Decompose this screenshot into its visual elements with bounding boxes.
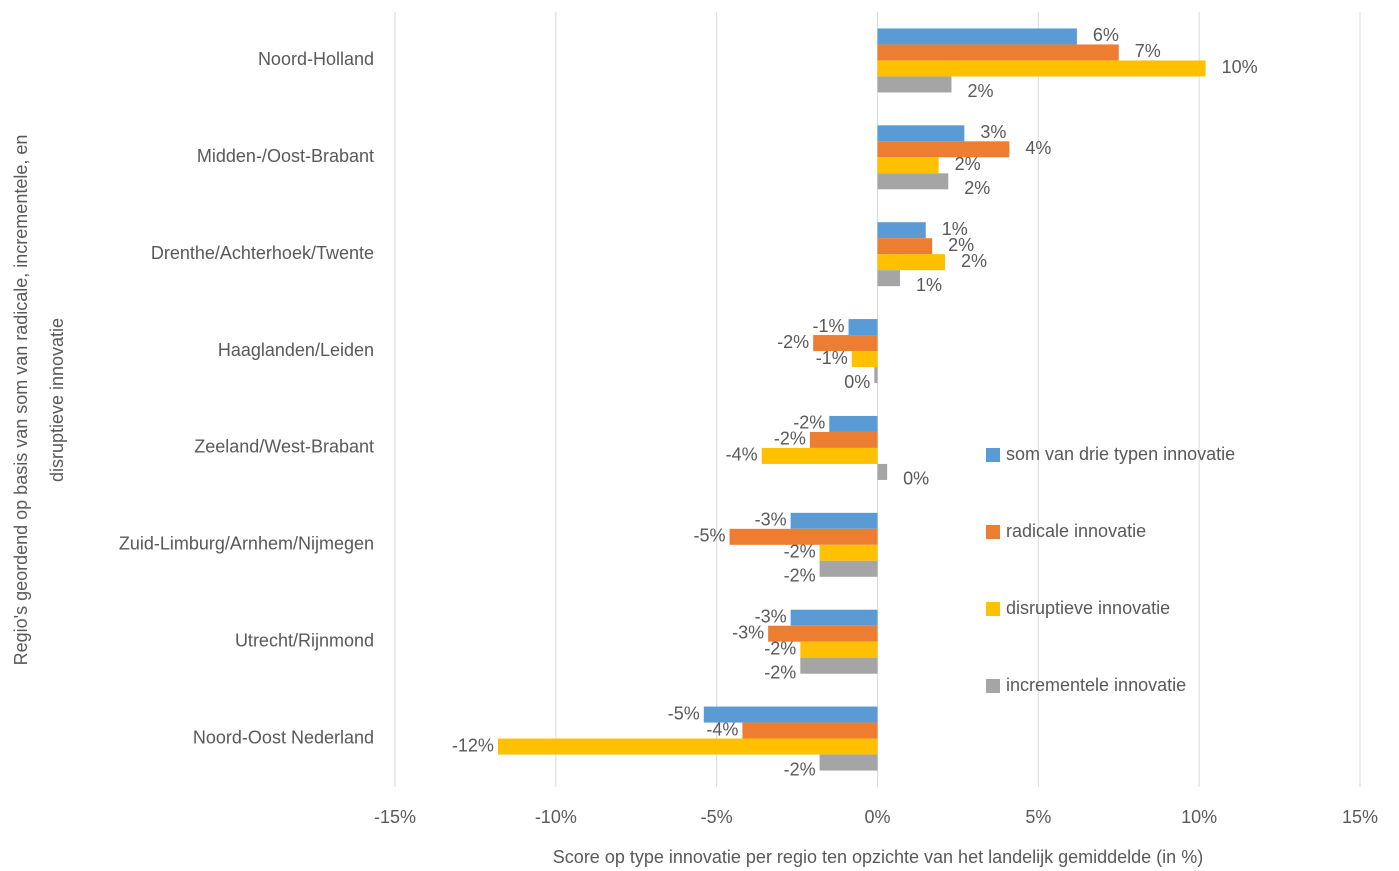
data-label: -4% bbox=[706, 719, 738, 739]
bar bbox=[497, 738, 878, 755]
legend-swatch bbox=[986, 448, 1000, 462]
data-label: -1% bbox=[813, 316, 845, 336]
bar bbox=[877, 60, 1206, 77]
data-label: -2% bbox=[764, 662, 796, 682]
bar bbox=[877, 463, 888, 480]
bar bbox=[877, 141, 1010, 158]
data-label: 6% bbox=[1093, 25, 1119, 45]
bar bbox=[877, 270, 901, 287]
legend-label: som van drie typen innovatie bbox=[1006, 444, 1235, 464]
bar bbox=[790, 512, 878, 529]
bar bbox=[768, 625, 878, 642]
data-label: -2% bbox=[784, 566, 816, 586]
legend-swatch bbox=[986, 679, 1000, 693]
x-tick-label: 0% bbox=[864, 807, 890, 827]
data-label: -3% bbox=[755, 606, 787, 626]
bar bbox=[813, 335, 878, 352]
bar bbox=[819, 544, 878, 561]
bar bbox=[761, 447, 878, 464]
data-label: 2% bbox=[955, 154, 981, 174]
data-label: -3% bbox=[732, 622, 764, 642]
bar bbox=[877, 76, 952, 93]
y-tick-label: Noord-Holland bbox=[258, 49, 374, 69]
bar bbox=[877, 254, 946, 271]
x-tick-label: -10% bbox=[535, 807, 577, 827]
bar bbox=[877, 125, 965, 142]
bar bbox=[790, 609, 878, 626]
data-label: 1% bbox=[916, 275, 942, 295]
bar bbox=[877, 173, 949, 190]
x-tick-label: -15% bbox=[374, 807, 416, 827]
data-label: -5% bbox=[694, 526, 726, 546]
data-label: 1% bbox=[942, 219, 968, 239]
bar bbox=[809, 431, 878, 448]
bar bbox=[800, 657, 878, 674]
data-label: -2% bbox=[777, 332, 809, 352]
data-label: 7% bbox=[1135, 41, 1161, 61]
y-axis-title: disruptieve innovatie bbox=[47, 318, 67, 482]
y-tick-label: Drenthe/Achterhoek/Twente bbox=[151, 243, 374, 263]
bar bbox=[800, 641, 878, 658]
data-label: -1% bbox=[816, 348, 848, 368]
data-label: -4% bbox=[726, 445, 758, 465]
bar bbox=[819, 754, 878, 771]
data-label: 4% bbox=[1025, 138, 1051, 158]
y-tick-label: Zuid-Limburg/Arnhem/Nijmegen bbox=[119, 534, 374, 554]
legend-label: incrementele innovatie bbox=[1006, 675, 1186, 695]
data-label: 2% bbox=[961, 251, 987, 271]
y-axis-title: Regio's geordend op basis van som van ra… bbox=[11, 135, 31, 666]
bar bbox=[742, 722, 878, 739]
data-label: 10% bbox=[1222, 57, 1258, 77]
x-tick-label: 15% bbox=[1342, 807, 1378, 827]
data-label: 2% bbox=[964, 178, 990, 198]
y-tick-label: Haaglanden/Leiden bbox=[218, 340, 374, 360]
data-label: -12% bbox=[452, 735, 494, 755]
bar bbox=[819, 560, 878, 577]
bar bbox=[851, 351, 878, 368]
data-label: -2% bbox=[793, 413, 825, 433]
legend-swatch bbox=[986, 602, 1000, 616]
x-tick-label: 5% bbox=[1025, 807, 1051, 827]
y-tick-label: Zeeland/West-Brabant bbox=[194, 437, 374, 457]
data-label: -3% bbox=[755, 510, 787, 530]
data-label: 0% bbox=[844, 372, 870, 392]
data-label: 2% bbox=[967, 81, 993, 101]
data-label: -2% bbox=[784, 759, 816, 779]
data-label: 2% bbox=[948, 235, 974, 255]
x-axis-title: Score op type innovatie per regio ten op… bbox=[553, 847, 1203, 867]
bar bbox=[703, 706, 878, 723]
data-label: -2% bbox=[774, 429, 806, 449]
legend-label: disruptieve innovatie bbox=[1006, 598, 1170, 618]
x-tick-label: -5% bbox=[701, 807, 733, 827]
x-tick-label: 10% bbox=[1181, 807, 1217, 827]
bar bbox=[874, 367, 878, 384]
data-label: -2% bbox=[764, 638, 796, 658]
y-tick-label: Noord-Oost Nederland bbox=[193, 727, 374, 747]
data-label: -2% bbox=[784, 542, 816, 562]
bar bbox=[848, 319, 878, 336]
bar bbox=[877, 157, 939, 174]
legend-label: radicale innovatie bbox=[1006, 521, 1146, 541]
y-tick-label: Utrecht/Rijnmond bbox=[235, 630, 374, 650]
bar bbox=[877, 28, 1077, 45]
bar bbox=[877, 238, 933, 255]
data-label: 0% bbox=[903, 469, 929, 489]
bar bbox=[829, 415, 878, 432]
bar bbox=[877, 44, 1119, 61]
y-tick-label: Midden-/Oost-Brabant bbox=[197, 146, 374, 166]
data-label: -5% bbox=[668, 703, 700, 723]
bar bbox=[877, 222, 926, 239]
bar bbox=[729, 528, 878, 545]
data-label: 3% bbox=[980, 122, 1006, 142]
legend-swatch bbox=[986, 525, 1000, 539]
